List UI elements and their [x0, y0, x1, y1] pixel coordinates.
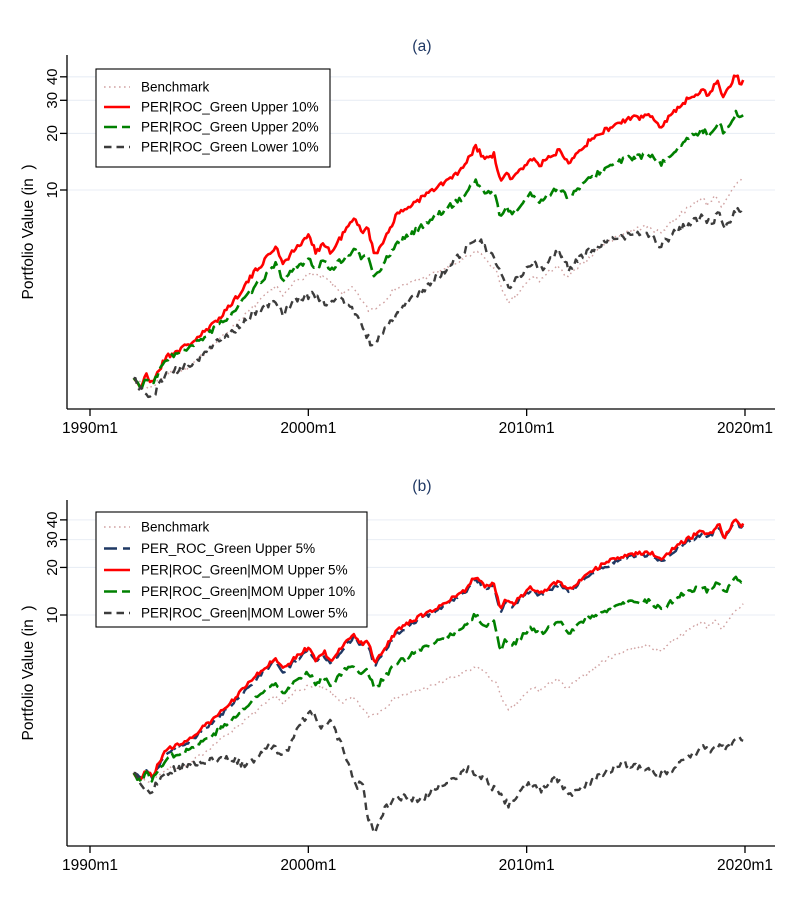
y-tick-label: 20	[44, 125, 61, 142]
series-line-per-roc-green-mom-upper-5	[132, 518, 745, 781]
panel-a-title: (a)	[412, 38, 432, 55]
x-tick-label: 2010m1	[499, 420, 555, 437]
legend-item-label: PER|ROC_Green Upper 10%	[141, 100, 319, 115]
x-tick-label: 1990m1	[62, 857, 118, 874]
legend-item-label: PER|ROC_Green|MOM Upper 5%	[141, 563, 348, 578]
legend-item-label: Benchmark	[141, 520, 210, 535]
x-tick-label: 2000m1	[280, 420, 336, 437]
series-line-per-roc-green-upper-10	[132, 74, 745, 389]
y-tick-label: 40	[44, 512, 61, 529]
y-tick-label: 10	[44, 607, 61, 624]
panel-b-title: (b)	[412, 478, 432, 495]
y-tick-label: 20	[44, 559, 61, 576]
legend-box	[95, 511, 368, 628]
series-line-per-roc-green-upper-20	[132, 109, 744, 393]
legend-item-label: PER|ROC_Green|MOM Upper 10%	[141, 584, 355, 599]
series-line-benchmark	[133, 603, 744, 783]
y-tick-label: 40	[44, 68, 61, 85]
legend-item-label: PER|ROC_Green Lower 10%	[141, 140, 319, 155]
x-tick-label: 2020m1	[717, 420, 773, 437]
panel-a-chart: 1990m1 2000m1 2010m1 2020m1 10 20 30 40 Benchmar…	[44, 55, 775, 437]
x-tick-label: 1990m1	[62, 420, 118, 437]
panel-b-chart: 1990m1 2000m1 2010m1 2020m1 10 20 30 40 Benchmar…	[44, 500, 775, 874]
y-tick-label: 10	[44, 182, 61, 199]
series-line-per-roc-green-mom-lower-5	[133, 709, 744, 835]
legend-item-label: PER|ROC_Green Upper 20%	[141, 120, 319, 135]
x-tick-label: 2020m1	[717, 857, 773, 874]
legend-box	[95, 68, 331, 168]
series-line-benchmark	[133, 176, 744, 390]
legend-item-label: Benchmark	[141, 80, 210, 95]
legend-item-label: PER|ROC_Green|MOM Lower 5%	[141, 606, 348, 621]
series-line-per-roc-green-mom-upper-10	[132, 575, 744, 784]
legend-item-label: PER_ROC_Green Upper 5%	[141, 541, 315, 556]
y-tick-label: 30	[44, 531, 61, 548]
series-line-per-roc-green-lower-10	[133, 206, 745, 399]
x-tick-label: 2000m1	[280, 857, 336, 874]
x-tick-label: 2010m1	[499, 857, 555, 874]
y-tick-label: 30	[44, 92, 61, 109]
